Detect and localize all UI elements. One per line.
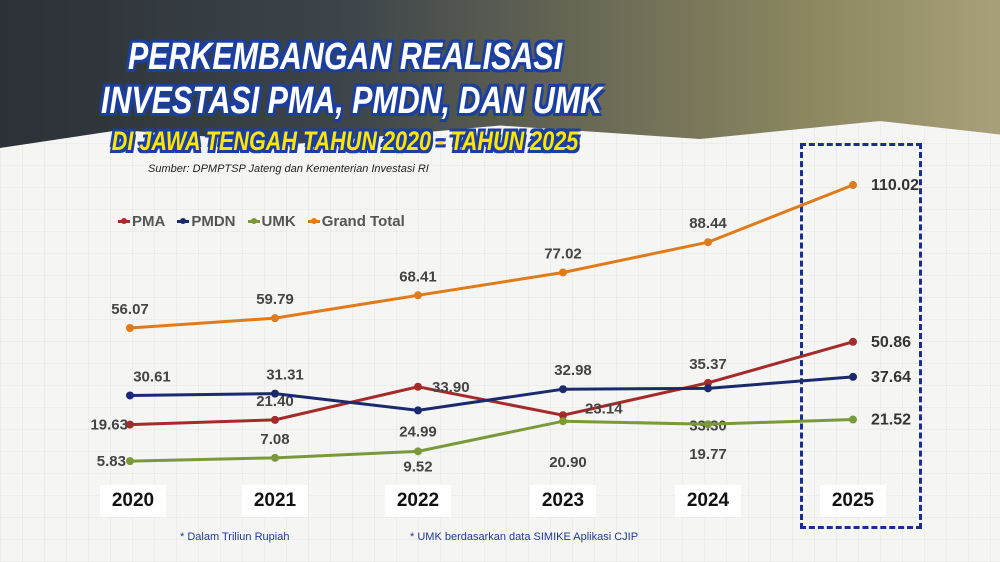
data-point-pma-2022 [414, 382, 422, 391]
data-label-umk-2021: 7.08 [260, 431, 289, 448]
source-text: Sumber: DPMPTSP Jateng dan Kementerian I… [148, 163, 429, 175]
data-label-pma-2024: 35.37 [689, 356, 727, 373]
legend-swatch [307, 218, 320, 224]
data-label-grand-total-2023: 77.02 [544, 245, 582, 262]
series-line-pmdn [129, 375, 854, 412]
title-line-3: DI JAWA TENGAH TAHUN 2020 - TAHUN 2025 [111, 126, 579, 156]
data-label-umk-2020: 5.83 [97, 453, 126, 470]
data-point-pmdn-2020 [126, 391, 134, 400]
legend-swatch [247, 218, 260, 224]
data-point-pma-2020 [126, 420, 134, 429]
title-line-2: INVESTASI PMA, PMDN, DAN UMK [101, 80, 603, 122]
data-label-pma-2021: 21.40 [256, 393, 294, 410]
data-point-umk-2022 [414, 447, 422, 456]
legend-label: Grand Total [321, 213, 405, 230]
title-line-1: PERKEMBANGAN REALISASI [127, 36, 563, 78]
series-line-umk [129, 418, 854, 463]
data-label-pma-2025: 50.86 [871, 334, 911, 351]
data-label-pmdn-2022: 24.99 [399, 423, 437, 440]
legend-swatch [118, 218, 130, 224]
x-tick-label-2021: 2021 [242, 485, 308, 517]
legend-item-pmdn: PMDN [177, 213, 236, 230]
data-label-umk-2024: 19.77 [689, 446, 727, 463]
data-label-pmdn-2023: 32.98 [554, 362, 592, 379]
legend-label: PMDN [191, 213, 236, 230]
legend-item-grand-total: Grand Total [307, 213, 405, 230]
data-point-pmdn-2025 [849, 372, 857, 381]
data-label-grand-total-2022: 68.41 [399, 268, 437, 285]
data-point-grand-total-2025 [849, 181, 857, 190]
data-label-pma-2022: 33.90 [432, 379, 470, 396]
legend-swatch [177, 218, 190, 224]
legend-item-umk: UMK [247, 213, 296, 230]
data-point-umk-2024 [704, 420, 712, 429]
data-label-grand-total-2024: 88.44 [689, 215, 727, 232]
x-tick-label-2022: 2022 [385, 485, 451, 517]
data-point-pmdn-2022 [414, 406, 422, 415]
data-point-pma-2021 [271, 415, 279, 424]
data-point-umk-2020 [126, 457, 134, 466]
data-label-pmdn-2021: 31.31 [266, 367, 304, 384]
data-point-umk-2025 [849, 415, 857, 424]
data-point-grand-total-2020 [126, 324, 134, 332]
data-point-pma-2023 [559, 411, 567, 420]
note-unit: * Dalam Triliun Rupiah [180, 531, 290, 543]
highlight-2025-box [800, 143, 922, 529]
data-label-grand-total-2021: 59.79 [256, 291, 294, 308]
data-label-pmdn-2020: 30.61 [133, 368, 171, 385]
data-point-umk-2023 [559, 417, 567, 426]
legend-label: UMK [261, 213, 296, 230]
data-point-pma-2025 [849, 337, 857, 346]
x-tick-label-2020: 2020 [100, 485, 166, 517]
data-label-umk-2025: 21.52 [871, 412, 911, 429]
data-point-pmdn-2023 [559, 385, 567, 394]
series-line-grand-total [129, 183, 854, 330]
data-label-pma-2023: 23.14 [585, 400, 623, 417]
x-tick-label-2024: 2024 [675, 485, 741, 517]
legend-label: PMA [132, 213, 166, 230]
note-umk: * UMK berdasarkan data SIMIKE Aplikasi C… [410, 531, 639, 543]
data-label-umk-2023: 20.90 [549, 454, 587, 471]
legend: PMA PMDN UMK Grand Total [118, 213, 405, 230]
data-point-pmdn-2024 [704, 384, 712, 393]
data-label-grand-total-2020: 56.07 [111, 301, 149, 318]
x-tick-label-2025: 2025 [820, 485, 886, 517]
data-point-grand-total-2024 [704, 238, 712, 247]
data-label-pma-2020: 19.63 [90, 417, 128, 434]
data-point-grand-total-2023 [559, 268, 567, 277]
series-line-pma [129, 340, 854, 427]
data-point-pmdn-2021 [271, 389, 279, 398]
x-tick-label-2023: 2023 [530, 485, 596, 517]
legend-item-pma: PMA [118, 213, 165, 230]
data-point-umk-2021 [271, 453, 279, 462]
data-label-pmdn-2025: 37.64 [871, 369, 911, 386]
data-point-pma-2024 [704, 378, 712, 387]
background-photo [0, 0, 1000, 150]
data-point-grand-total-2022 [414, 291, 422, 300]
data-label-umk-2022: 9.52 [403, 458, 432, 475]
data-point-grand-total-2021 [271, 314, 279, 323]
data-label-grand-total-2025: 110.02 [871, 177, 919, 194]
